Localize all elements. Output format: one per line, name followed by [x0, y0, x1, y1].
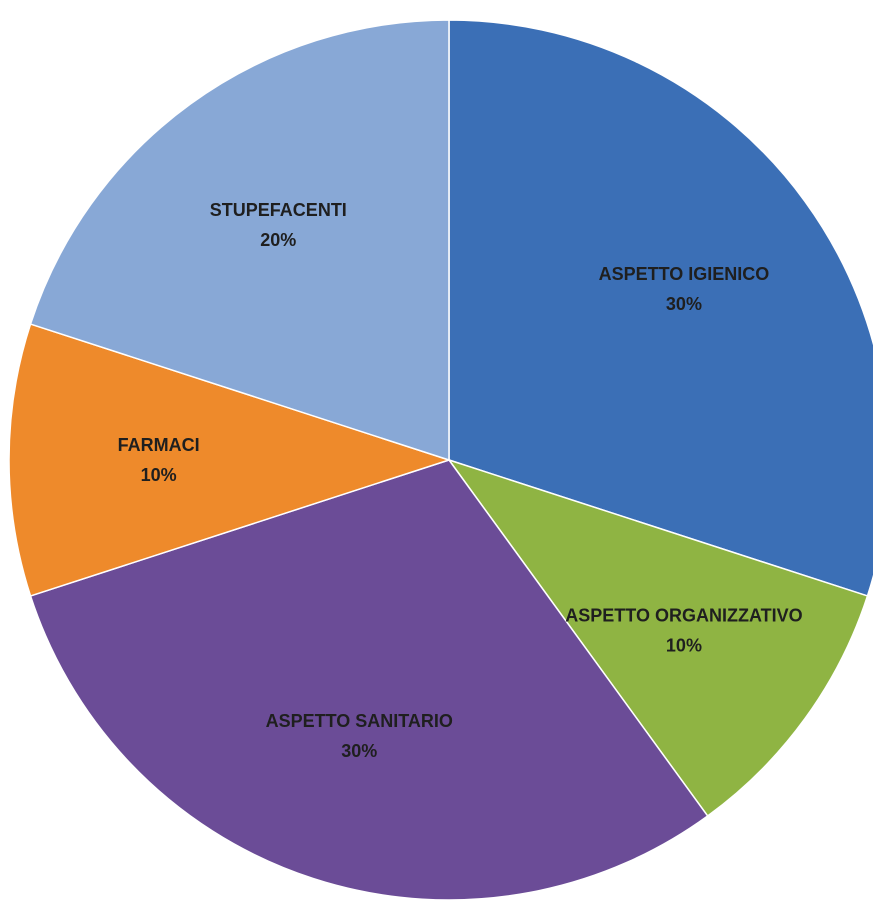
pie-slice — [8, 323, 452, 597]
slice-value-label: 10% — [141, 465, 177, 485]
slice-label: FARMACI — [118, 435, 200, 455]
slice-label: STUPEFACENTI — [210, 200, 347, 220]
slice-label: ASPETTO SANITARIO — [266, 711, 453, 731]
slice-value-label: 30% — [341, 741, 377, 761]
slice-value-label: 10% — [666, 635, 702, 655]
slice-value-label: 20% — [260, 230, 296, 250]
slice-value-label: 30% — [666, 294, 702, 314]
slice-label: ASPETTO IGIENICO — [599, 264, 770, 284]
pie-slice — [448, 19, 873, 597]
pie-slice — [29, 19, 450, 462]
pie-slice — [447, 458, 869, 818]
pie-slice — [29, 459, 709, 901]
slice-label: ASPETTO ORGANIZZATIVO — [565, 605, 802, 625]
